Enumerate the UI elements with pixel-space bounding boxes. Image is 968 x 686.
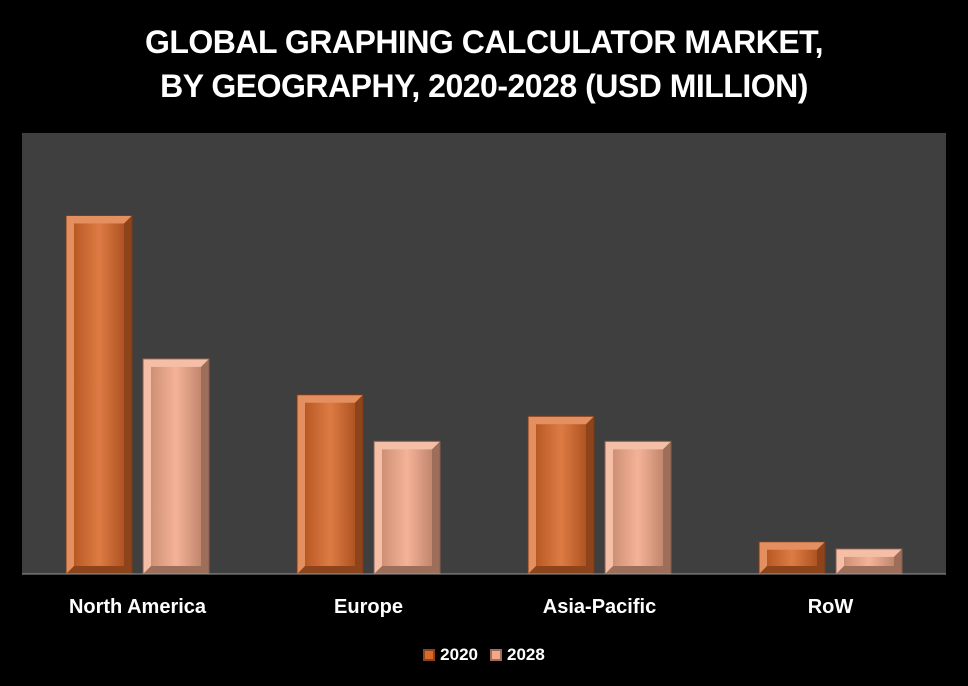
- legend-item-2020: 2020: [423, 645, 478, 665]
- bar-face-north-america-2028: [151, 366, 201, 566]
- bar-north-america-2020: [65, 214, 133, 575]
- bar-face-row-2020: [767, 549, 817, 566]
- bar-face-europe-2020: [305, 402, 355, 566]
- bar-shadow-europe-2028: [374, 441, 440, 574]
- bar-shadow-europe-2020: [297, 394, 363, 574]
- legend-swatch-2020: [423, 649, 436, 661]
- bar-north-america-2028: [142, 358, 210, 575]
- bar-europe-2020: [296, 394, 364, 575]
- category-label-row: RoW: [808, 596, 854, 618]
- bar-shadow-row-2028: [836, 548, 902, 574]
- bar-asia-pacific-2028: [604, 440, 672, 575]
- bar-face-europe-2028: [382, 449, 432, 566]
- bar-face-north-america-2020: [74, 223, 124, 566]
- bar-face-row-2028: [844, 556, 894, 566]
- bar-shadow-asia-pacific-2028: [605, 441, 671, 574]
- bar-shadow-north-america-2028: [143, 358, 209, 574]
- legend: 2020 2028: [0, 645, 968, 665]
- bar-face-asia-pacific-2028: [613, 449, 663, 566]
- bars-group: [65, 214, 903, 575]
- legend-label-2028: 2028: [507, 645, 545, 664]
- legend-label-2020: 2020: [440, 645, 478, 664]
- bar-shadow-asia-pacific-2020: [528, 416, 594, 574]
- bar-row-2028: [835, 548, 903, 575]
- bar-shadow-row-2020: [759, 541, 825, 574]
- legend-swatch-2028: [490, 649, 502, 661]
- bar-face-asia-pacific-2020: [536, 424, 586, 566]
- legend-item-2028: 2028: [490, 645, 545, 665]
- category-labels: North America Europe Asia-Pacific RoW: [69, 596, 853, 618]
- bar-shadow-north-america-2020: [66, 215, 132, 574]
- category-label-europe: Europe: [334, 596, 403, 618]
- chart-title: GLOBAL GRAPHING CALCULATOR MARKET, BY GE…: [0, 20, 968, 108]
- category-label-asia-pacific: Asia-Pacific: [543, 596, 656, 618]
- chart-subtitle: BY GEOGRAPHY, 2020-2028 (USD MILLION): [160, 68, 808, 104]
- chart-title-line-1: GLOBAL GRAPHING CALCULATOR MARKET,: [144, 24, 824, 60]
- bar-europe-2028: [373, 440, 441, 575]
- bar-asia-pacific-2020: [527, 415, 595, 575]
- category-label-north-america: North America: [69, 596, 207, 618]
- bar-row-2020: [758, 541, 826, 575]
